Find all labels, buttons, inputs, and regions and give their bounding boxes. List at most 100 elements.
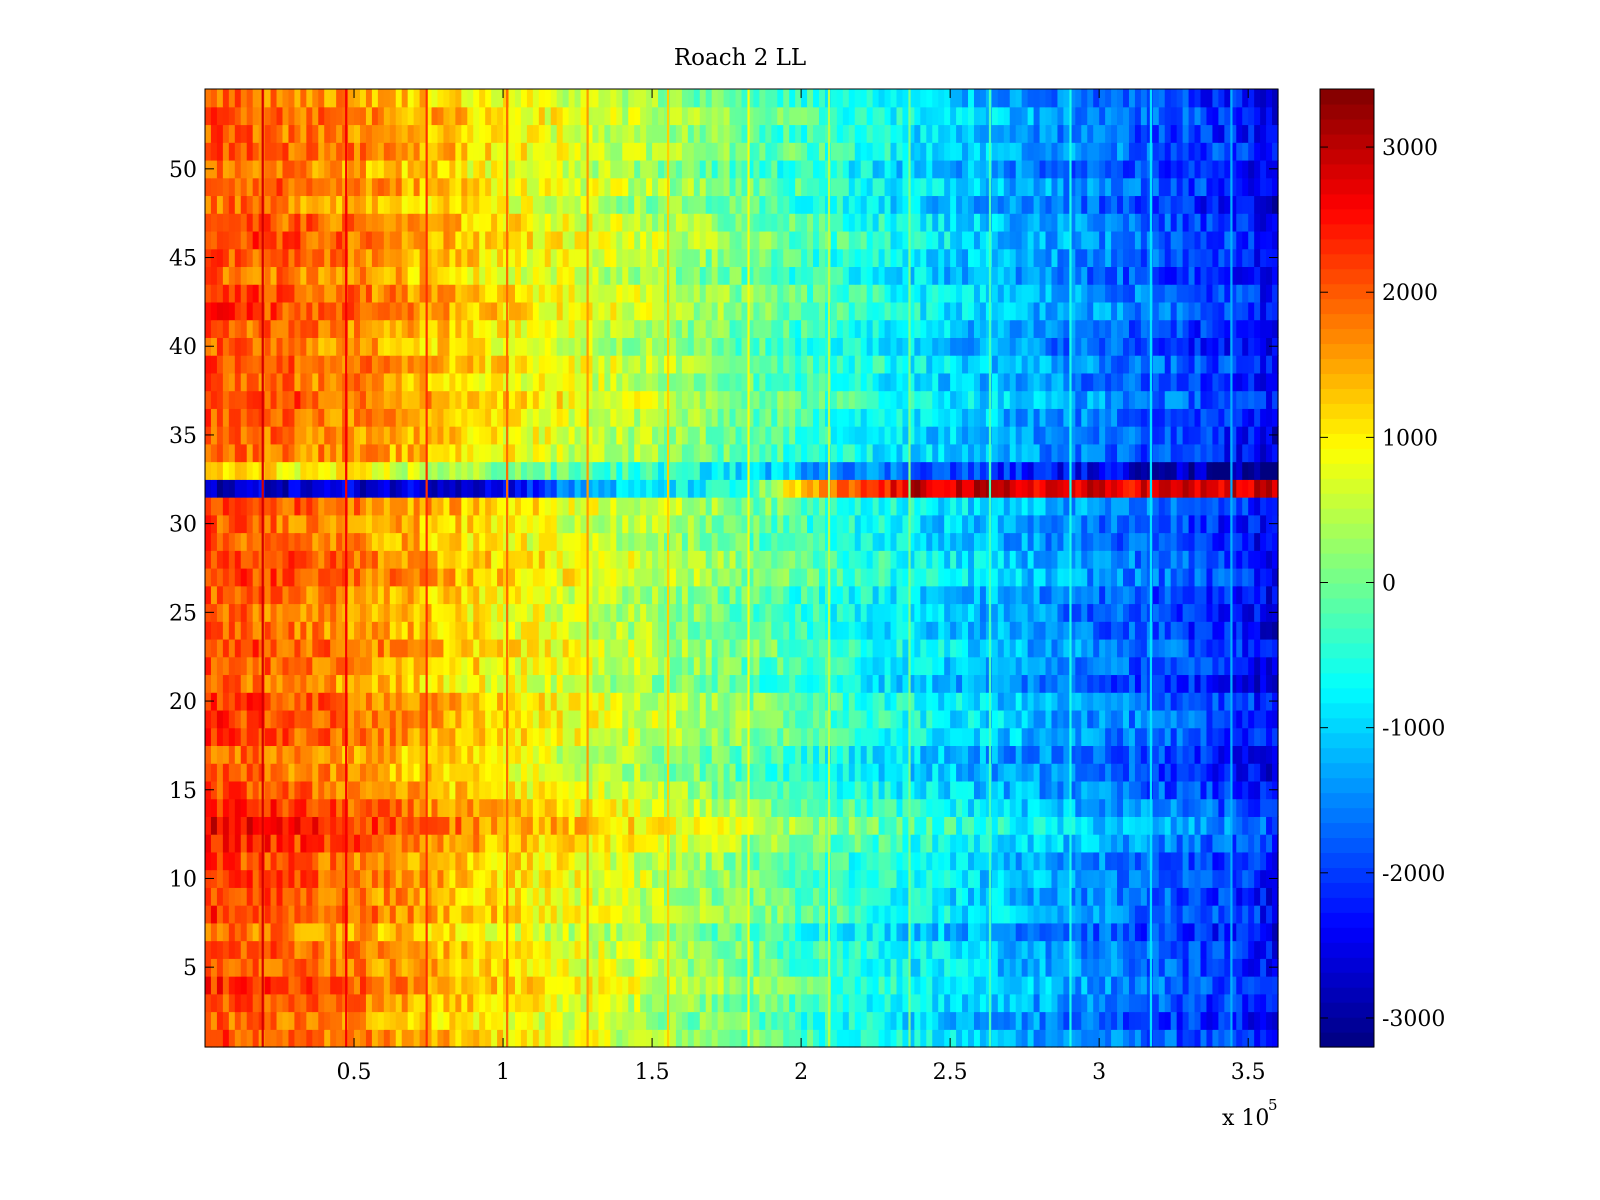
heatmap-cell (1105, 869, 1112, 888)
heatmap-cell (1170, 603, 1178, 622)
heatmap-cell (944, 816, 951, 835)
heatmap-cell (336, 763, 343, 782)
heatmap-cell (628, 816, 635, 835)
heatmap-cell (1111, 1011, 1118, 1030)
heatmap-cell (1027, 976, 1035, 995)
heatmap-cell (991, 674, 999, 693)
heatmap-cell (956, 674, 963, 693)
heatmap-cell (795, 905, 802, 924)
heatmap-cell (377, 763, 385, 782)
heatmap-cell (1206, 638, 1214, 658)
heatmap-cell (878, 816, 886, 835)
heatmap-cell (765, 763, 772, 782)
heatmap-cell (550, 976, 558, 995)
heatmap-cell (1027, 798, 1035, 817)
heatmap-cell (461, 621, 468, 640)
heatmap-cell (1009, 568, 1017, 587)
heatmap-cell (634, 674, 641, 693)
heatmap-cell (622, 905, 629, 924)
heatmap-cell (234, 905, 242, 924)
heatmap-cell (443, 940, 450, 959)
heatmap-cell (1051, 922, 1059, 942)
heatmap-cell (276, 638, 284, 658)
heatmap-cell (479, 1029, 486, 1048)
heatmap-cell (1248, 674, 1255, 693)
heatmap-cell (1117, 674, 1124, 693)
heatmap-cell (622, 834, 629, 853)
heatmap-cell (1045, 940, 1053, 959)
heatmap-cell (717, 638, 725, 658)
heatmap-cell (246, 763, 254, 782)
heatmap-cell (795, 1029, 802, 1048)
heatmap-cell (1134, 976, 1142, 995)
heatmap-cell (878, 709, 886, 729)
heatmap-cell (491, 621, 498, 640)
heatmap-cell (1164, 568, 1172, 587)
heatmap-cell (604, 727, 611, 747)
heatmap-cell (371, 603, 379, 622)
heatmap-cell (920, 851, 927, 871)
heatmap-cell (431, 745, 439, 764)
heatmap-cell (640, 834, 647, 853)
heatmap-cell (276, 869, 284, 888)
heatmap-cell (860, 709, 868, 729)
heatmap-cell (431, 958, 439, 977)
heatmap-cell (884, 709, 892, 729)
heatmap-cell (330, 780, 337, 800)
heatmap-cell (801, 834, 808, 853)
heatmap-cell (1254, 976, 1261, 995)
heatmap-cell (449, 976, 456, 995)
heatmap-cell (1182, 958, 1190, 977)
heatmap-cell (216, 851, 224, 871)
heatmap-cell (1009, 1029, 1017, 1048)
heatmap-cell (437, 1011, 445, 1030)
heatmap-cell (437, 816, 445, 835)
heatmap-cell (365, 550, 373, 569)
heatmap-cell (1099, 905, 1106, 924)
heatmap-cell (1009, 905, 1017, 924)
heatmap-cell (419, 656, 427, 676)
heatmap-cell (878, 1011, 886, 1030)
heatmap-cell (1236, 834, 1243, 853)
heatmap-cell (920, 1029, 927, 1048)
heatmap-cell (878, 887, 886, 906)
heatmap-cell (520, 940, 528, 959)
heatmap-cell (1242, 851, 1249, 871)
heatmap-cell (950, 834, 957, 853)
heatmap-cell (1164, 745, 1172, 764)
heatmap-cell (365, 621, 373, 640)
heatmap-cell (413, 780, 421, 800)
heatmap-cell (652, 940, 659, 959)
heatmap-cell (962, 798, 969, 817)
heatmap-cell (1039, 709, 1047, 729)
heatmap-cell (1123, 603, 1130, 622)
heatmap-cell (377, 621, 385, 640)
heatmap-cell (1045, 656, 1053, 676)
heatmap-cell (395, 585, 403, 605)
heatmap-cell (1081, 798, 1088, 817)
heatmap-cell (878, 692, 886, 711)
heatmap-cell (741, 922, 749, 942)
heatmap-cell (562, 656, 570, 676)
heatmap-cell (497, 568, 504, 587)
heatmap-cell (580, 816, 588, 835)
heatmap-cell (479, 869, 486, 888)
heatmap-cell (652, 585, 659, 605)
heatmap-cell (598, 798, 605, 817)
heatmap-cell (1128, 887, 1136, 906)
heatmap-cell (1033, 656, 1041, 676)
heatmap-cell (890, 834, 898, 853)
heatmap-cell (830, 1029, 838, 1048)
heatmap-cell (568, 958, 576, 977)
heatmap-cell (717, 834, 725, 853)
heatmap-cell (634, 638, 641, 658)
heatmap-cell (830, 798, 838, 817)
heatmap-cell (413, 922, 421, 942)
heatmap-cell (389, 798, 397, 817)
heatmap-cell (467, 887, 474, 906)
heatmap-cell (1069, 993, 1076, 1013)
heatmap-cell (574, 940, 582, 959)
heatmap-cell (914, 656, 921, 676)
heatmap-cell (1117, 1029, 1124, 1048)
heatmap-cell (383, 1011, 391, 1030)
